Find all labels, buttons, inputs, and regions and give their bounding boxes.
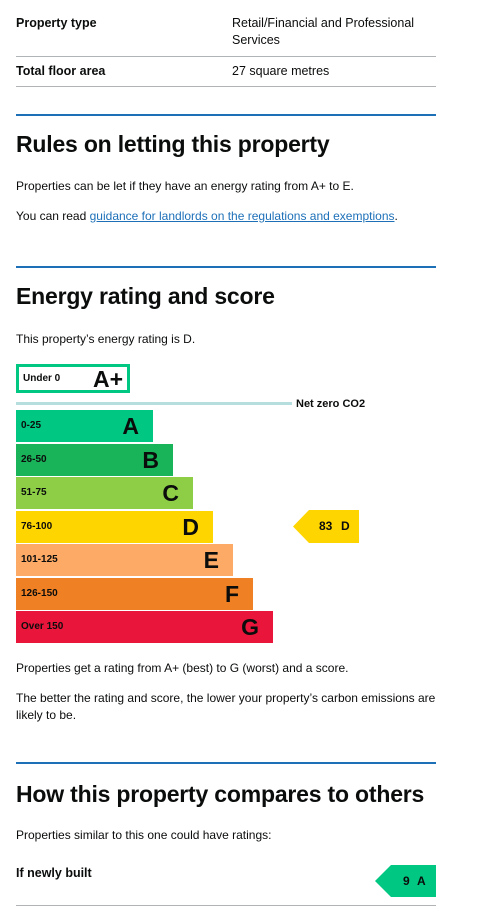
band-g: Over 150 G bbox=[16, 611, 273, 643]
section-divider bbox=[16, 114, 436, 116]
band-letter: A+ bbox=[93, 366, 124, 392]
energy-scale-paragraph: Properties get a rating from A+ (best) t… bbox=[16, 661, 349, 675]
section-divider bbox=[16, 762, 436, 764]
band-aplus: Under 0 A+ bbox=[16, 364, 130, 393]
current-rating-score: 83 bbox=[319, 519, 333, 533]
summary-value: Retail/Financial and Professional Servic… bbox=[232, 16, 415, 47]
band-letter: A bbox=[122, 413, 139, 439]
compare-row-newly-built: If newly built 9 A bbox=[16, 857, 436, 906]
band-letter: F bbox=[224, 581, 239, 607]
newly-built-letter: A bbox=[417, 874, 426, 888]
summary-label: Total floor area bbox=[16, 64, 106, 78]
band-range: 101-125 bbox=[21, 554, 58, 565]
guidance-link[interactable]: guidance for landlords on the regulation… bbox=[89, 209, 395, 223]
net-zero-line bbox=[16, 402, 292, 405]
section-divider bbox=[16, 266, 436, 268]
energy-heading: Energy rating and score bbox=[16, 283, 275, 309]
band-c: 51-75 C bbox=[16, 477, 193, 509]
band-f: 126-150 F bbox=[16, 578, 253, 610]
band-range: 26-50 bbox=[21, 454, 47, 465]
compare-heading: How this property compares to others bbox=[16, 781, 425, 807]
band-range: 0-25 bbox=[21, 420, 42, 431]
band-a: 0-25 A bbox=[16, 410, 153, 442]
summary-row-property-type: Property type Retail/Financial and Profe… bbox=[16, 0, 436, 57]
band-d: 76-100 D bbox=[16, 511, 213, 543]
current-rating-arrow bbox=[293, 510, 359, 543]
compare-row-label: If newly built bbox=[16, 866, 92, 880]
band-letter: B bbox=[142, 447, 159, 473]
band-range: Under 0 bbox=[23, 373, 61, 384]
energy-intro: This property’s energy rating is D. bbox=[16, 332, 196, 346]
newly-built-score: 9 bbox=[403, 874, 410, 888]
current-rating-letter: D bbox=[341, 519, 350, 533]
guidance-suffix: . bbox=[394, 209, 398, 223]
compare-intro: Properties similar to this one could hav… bbox=[16, 828, 272, 842]
band-letter: D bbox=[182, 514, 199, 540]
letting-heading: Rules on letting this property bbox=[16, 131, 330, 157]
energy-emissions-paragraph: The better the rating and score, the low… bbox=[16, 691, 436, 722]
band-letter: G bbox=[241, 614, 259, 640]
band-b: 26-50 B bbox=[16, 444, 173, 476]
letting-guidance-paragraph: You can read guidance for landlords on t… bbox=[16, 208, 436, 225]
summary-value: 27 square metres bbox=[232, 64, 330, 78]
newly-built-rating: 9 A bbox=[375, 865, 436, 897]
band-range: 126-150 bbox=[21, 588, 58, 599]
letting-paragraph: Properties can be let if they have an en… bbox=[16, 179, 354, 193]
net-zero-label: Net zero CO2 bbox=[296, 398, 366, 410]
guidance-prefix: You can read bbox=[16, 209, 90, 223]
newly-built-rating-arrow bbox=[375, 865, 436, 897]
band-range: Over 150 bbox=[21, 621, 64, 632]
band-range: 76-100 bbox=[21, 521, 53, 532]
energy-rating-chart: Under 0 A+ Net zero CO2 0-25 A 26-50 B 5… bbox=[16, 362, 436, 647]
band-letter: C bbox=[162, 480, 179, 506]
summary-row-floor-area: Total floor area 27 square metres bbox=[16, 56, 436, 87]
summary-label: Property type bbox=[16, 16, 97, 30]
current-rating-marker: 83 D bbox=[293, 510, 359, 543]
band-range: 51-75 bbox=[21, 487, 47, 498]
band-e: 101-125 E bbox=[16, 544, 233, 576]
band-letter: E bbox=[203, 547, 219, 573]
